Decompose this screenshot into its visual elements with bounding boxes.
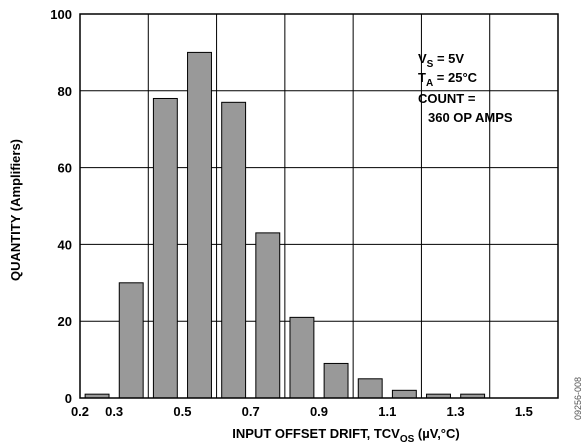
annotation-vs-rest: = 5V	[433, 51, 464, 66]
x-tick-label: 1.1	[378, 404, 396, 419]
y-tick-labels: 0 20 40 60 80 100	[50, 7, 72, 406]
bar	[118, 282, 144, 399]
annotation-ta-main: T	[418, 70, 426, 85]
y-tick-label: 60	[58, 161, 72, 176]
x-tick-label: 0.5	[173, 404, 191, 419]
bar	[221, 101, 247, 399]
bar	[255, 232, 281, 399]
annotation-ta-sub: A	[426, 78, 433, 89]
bar	[289, 316, 315, 399]
x-tick-label: 0.3	[105, 404, 123, 419]
bar	[391, 389, 417, 399]
annotation-count-label: COUNT =	[418, 91, 476, 106]
y-tick-label: 0	[65, 391, 72, 406]
x-tick-label: 0.9	[310, 404, 328, 419]
x-axis-title-unit: (µV,°C)	[414, 426, 459, 441]
y-tick-label: 80	[58, 84, 72, 99]
annotation-ta-rest: = 25°C	[433, 70, 477, 85]
x-tick-label: 0.7	[242, 404, 260, 419]
x-axis-title: INPUT OFFSET DRIFT, TCVOS (µV,°C)	[232, 426, 459, 445]
x-axis-title-main: INPUT OFFSET DRIFT, TCV	[232, 426, 400, 441]
figure-id: 09256-008	[573, 377, 583, 420]
bar	[152, 97, 178, 399]
svg-text:VS = 5V: VS = 5V	[418, 51, 464, 70]
x-tick-label: 1.3	[447, 404, 465, 419]
bars	[84, 51, 486, 399]
bar	[323, 362, 349, 399]
grid-lines	[79, 13, 559, 399]
x-tick-labels: 0.2 0.3 0.5 0.7 0.9 1.1 1.3 1.5	[71, 404, 533, 419]
annotation-box: VS = 5V TA = 25°C COUNT = 360 OP AMPS	[418, 51, 513, 125]
x-axis-title-sub: OS	[400, 434, 415, 445]
y-tick-label: 100	[50, 7, 72, 22]
bar	[187, 51, 212, 399]
y-tick-label: 20	[58, 314, 72, 329]
x-tick-label: 0.2	[71, 404, 89, 419]
annotation-count-value: 360 OP AMPS	[428, 110, 513, 125]
y-axis-title: QUANTITY (Amplifiers)	[8, 139, 23, 281]
x-tick-label: 1.5	[515, 404, 533, 419]
annotation-vs-sub: S	[427, 59, 434, 70]
svg-text:TA = 25°C: TA = 25°C	[418, 70, 478, 89]
annotation-vs-main: V	[418, 51, 427, 66]
y-tick-label: 40	[58, 237, 72, 252]
bar	[357, 378, 383, 399]
plot-frame	[79, 13, 559, 399]
